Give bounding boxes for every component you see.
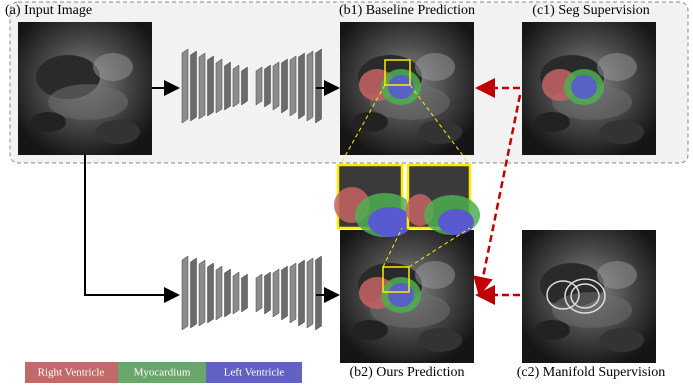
network-layer — [199, 53, 205, 119]
label: (c2) Manifold Supervision — [517, 365, 666, 380]
network-layer — [299, 260, 305, 326]
network-layer — [208, 56, 214, 116]
network-layer — [225, 62, 231, 110]
network-layer — [265, 272, 271, 314]
network-layer — [191, 258, 197, 328]
network-layer — [199, 260, 205, 326]
network-layer — [273, 269, 279, 317]
network-layer — [299, 53, 305, 119]
figure: (a) Input Image (b1) Baseline Prediction… — [0, 0, 693, 387]
network-layer — [256, 67, 262, 105]
network-layer — [242, 274, 248, 312]
label: (b2) Ours Prediction — [349, 365, 464, 380]
network-layer — [182, 49, 188, 123]
legend-label: Left Ventricle — [224, 367, 285, 379]
network-layer — [273, 62, 279, 110]
network-layer — [282, 266, 288, 320]
network-layer — [307, 51, 313, 121]
network-layer — [290, 263, 296, 323]
network-layer — [265, 65, 271, 107]
network-layer — [208, 263, 214, 323]
label: (c1) Seg Supervision — [532, 3, 649, 18]
network-layer — [290, 56, 296, 116]
label: (b1) Baseline Prediction — [339, 3, 475, 18]
network-layer — [282, 59, 288, 113]
network-layer — [191, 51, 197, 121]
network-layer — [233, 272, 239, 314]
label: (a) Input Image — [5, 3, 92, 18]
network-layer — [225, 269, 231, 317]
network-layer — [316, 256, 322, 330]
network-layer — [216, 266, 222, 320]
network-layer — [307, 258, 313, 328]
network-layer — [233, 65, 239, 107]
network-layer — [242, 67, 248, 105]
legend-label: Myocardium — [134, 367, 191, 379]
zoom-patches — [334, 165, 480, 237]
legend-label: Right Ventricle — [38, 367, 105, 379]
manifold-image — [522, 230, 656, 363]
input-image — [18, 22, 152, 155]
network-layer — [216, 59, 222, 113]
network-layer — [256, 274, 262, 312]
network-layer — [316, 49, 322, 123]
network-layer — [182, 256, 188, 330]
